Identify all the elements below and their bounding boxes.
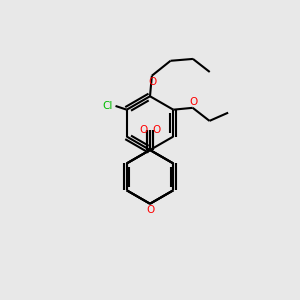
Text: O: O (146, 206, 154, 215)
Text: O: O (139, 125, 147, 135)
Text: O: O (153, 125, 161, 135)
Text: Cl: Cl (102, 101, 112, 111)
Text: O: O (148, 77, 156, 87)
Text: O: O (189, 97, 197, 107)
